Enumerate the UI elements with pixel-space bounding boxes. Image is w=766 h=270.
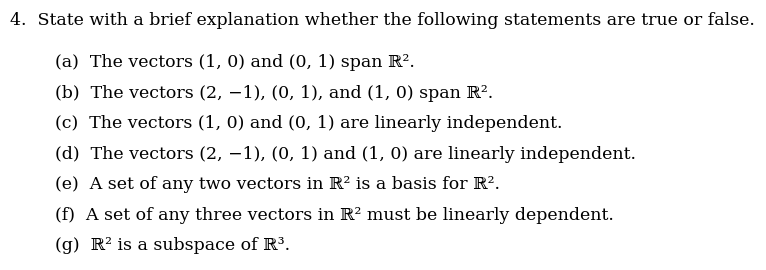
Text: 4.  State with a brief explanation whether the following statements are true or : 4. State with a brief explanation whethe…: [10, 12, 755, 29]
Text: (c)  The vectors (1, 0) and (0, 1) are linearly independent.: (c) The vectors (1, 0) and (0, 1) are li…: [55, 115, 563, 132]
Text: (g)  ℝ² is a subspace of ℝ³.: (g) ℝ² is a subspace of ℝ³.: [55, 237, 290, 254]
Text: (e)  A set of any two vectors in ℝ² is a basis for ℝ².: (e) A set of any two vectors in ℝ² is a …: [55, 176, 500, 193]
Text: (f)  A set of any three vectors in ℝ² must be linearly dependent.: (f) A set of any three vectors in ℝ² mus…: [55, 207, 614, 224]
Text: (b)  The vectors (2, −1), (0, 1), and (1, 0) span ℝ².: (b) The vectors (2, −1), (0, 1), and (1,…: [55, 85, 493, 102]
Text: (a)  The vectors (1, 0) and (0, 1) span ℝ².: (a) The vectors (1, 0) and (0, 1) span ℝ…: [55, 54, 415, 71]
Text: (d)  The vectors (2, −1), (0, 1) and (1, 0) are linearly independent.: (d) The vectors (2, −1), (0, 1) and (1, …: [55, 146, 636, 163]
